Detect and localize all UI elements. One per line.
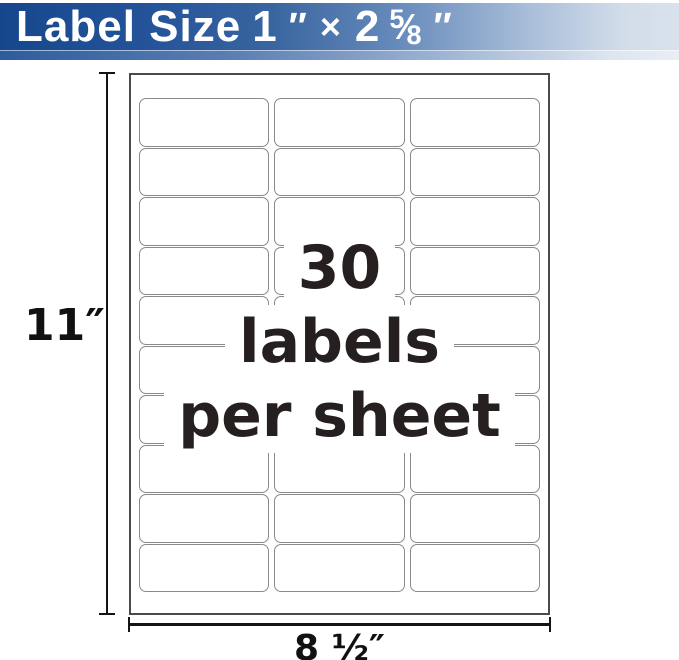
label-cell <box>409 494 540 543</box>
sheet-width-label: 8 ½″ <box>294 628 385 660</box>
label-cell <box>409 246 540 295</box>
banner-bottom-strip <box>0 50 679 60</box>
label-cell <box>139 98 270 147</box>
horizontal-dimension-line <box>128 623 551 626</box>
label-cell <box>409 98 540 147</box>
label-cell <box>409 147 540 196</box>
labels-per-sheet-text: 30 labels per sheet <box>129 231 550 453</box>
label-cell <box>139 246 270 295</box>
label-size-banner: Label Size 1 ″ × 2 5 ⁄ 8 ″ <box>0 2 679 60</box>
multiply-sign: × <box>319 6 342 47</box>
label-width-value: 1 <box>252 2 278 51</box>
label-cell <box>274 543 405 592</box>
label-cell <box>139 494 270 543</box>
banner-title: Label Size 1 ″ × 2 5 ⁄ 8 ″ <box>16 2 452 51</box>
inch-mark: ″ <box>288 5 307 48</box>
fraction-denominator: 8 <box>406 20 423 50</box>
label-height-whole: 2 <box>354 2 381 51</box>
horizontal-dimension-left-tick <box>128 617 130 632</box>
per-sheet-word: per sheet <box>164 379 515 453</box>
label-cell <box>409 543 540 592</box>
label-cell <box>274 98 405 147</box>
label-cell <box>274 147 405 196</box>
label-height-fraction: 5 ⁄ 8 <box>389 5 422 49</box>
label-cell <box>139 147 270 196</box>
label-cell <box>274 494 405 543</box>
vertical-dimension-line <box>106 73 108 615</box>
label-cell <box>139 197 270 246</box>
fraction-slash: ⁄ <box>402 6 410 47</box>
vertical-dimension-bottom-tick <box>99 613 115 615</box>
sheet-height-label: 11″ <box>24 300 105 351</box>
fraction-numerator: 5 <box>389 4 406 34</box>
horizontal-dimension-right-tick <box>549 617 551 632</box>
label-cell <box>139 543 270 592</box>
vertical-dimension-top-tick <box>99 72 115 74</box>
label-count-word: labels <box>225 305 454 379</box>
label-count: 30 <box>283 231 396 305</box>
banner-title-prefix: Label Size <box>16 2 242 51</box>
label-cell <box>409 197 540 246</box>
inch-mark: ″ <box>433 5 452 48</box>
